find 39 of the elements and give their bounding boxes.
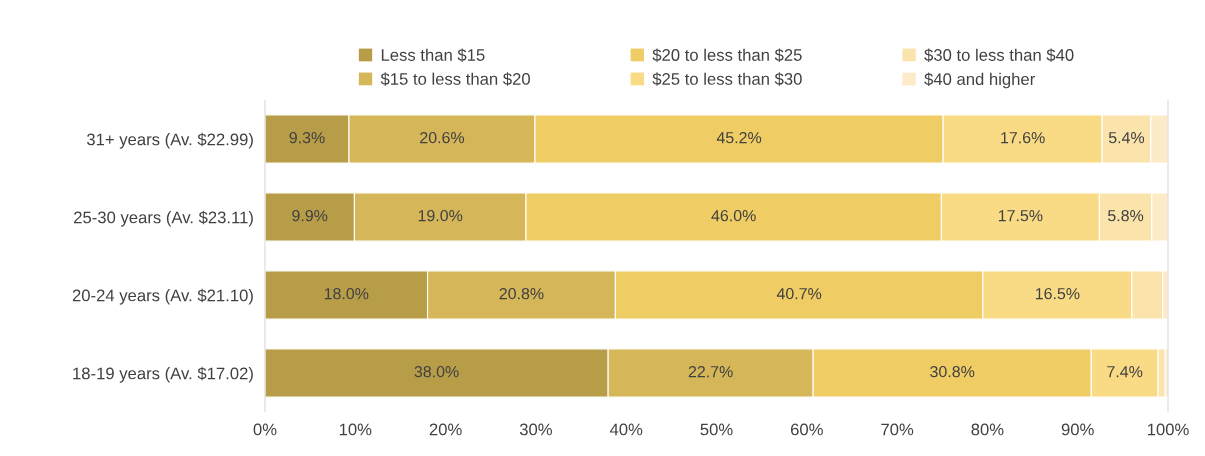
- legend-label: $40 and higher: [924, 72, 1035, 89]
- data-label: 18.0%: [324, 287, 369, 300]
- y-tick-label: 25-30 years (Av. $23.11): [74, 210, 253, 227]
- legend-label: $20 to less than $25: [652, 48, 802, 62]
- x-tick-label: 80%: [971, 423, 1004, 436]
- data-label: 9.9%: [292, 209, 328, 222]
- x-tick-label: 20%: [429, 423, 462, 436]
- x-tick-label: 50%: [700, 423, 733, 436]
- x-tick-label: 70%: [881, 423, 914, 436]
- x-tick-label: 0%: [253, 423, 277, 436]
- y-tick-label: 18-19 years (Av. $17.02): [73, 366, 253, 383]
- data-label: 30.8%: [930, 365, 975, 378]
- x-tick-label: 40%: [609, 423, 643, 436]
- data-label: 17.6%: [1001, 131, 1045, 144]
- x-tick-label: 100%: [1147, 423, 1189, 436]
- x-tick-label: 90%: [1061, 423, 1094, 436]
- data-label: 7.4%: [1107, 366, 1143, 378]
- data-label: 16.5%: [1035, 287, 1080, 300]
- legend-label: Less than $15: [381, 48, 485, 62]
- data-label: 20.6%: [420, 131, 465, 144]
- data-label: 40.7%: [776, 287, 822, 300]
- data-label: 5.4%: [1108, 132, 1145, 144]
- data-label: 20.8%: [499, 287, 544, 300]
- data-label: 19.0%: [418, 209, 463, 222]
- data-label: 45.2%: [716, 131, 762, 144]
- legend-label: $15 to less than $20: [380, 72, 530, 86]
- data-label: 46.0%: [711, 209, 756, 222]
- legend-label: $30 to less than $40: [924, 48, 1074, 62]
- x-tick-label: 30%: [519, 423, 552, 436]
- y-tick-label: 20-24 years (Av. $21.10): [72, 288, 253, 305]
- data-label: 38.0%: [414, 365, 459, 378]
- legend-label: $25 to less than $30: [652, 72, 802, 86]
- data-label: 17.5%: [998, 210, 1043, 222]
- y-tick-label: 31+ years (Av. $22.99): [86, 132, 253, 149]
- x-tick-label: 10%: [339, 423, 372, 436]
- data-label: 5.8%: [1108, 209, 1144, 222]
- data-label: 9.3%: [289, 131, 325, 144]
- x-tick-label: 60%: [790, 423, 823, 436]
- data-label: 22.7%: [688, 365, 733, 378]
